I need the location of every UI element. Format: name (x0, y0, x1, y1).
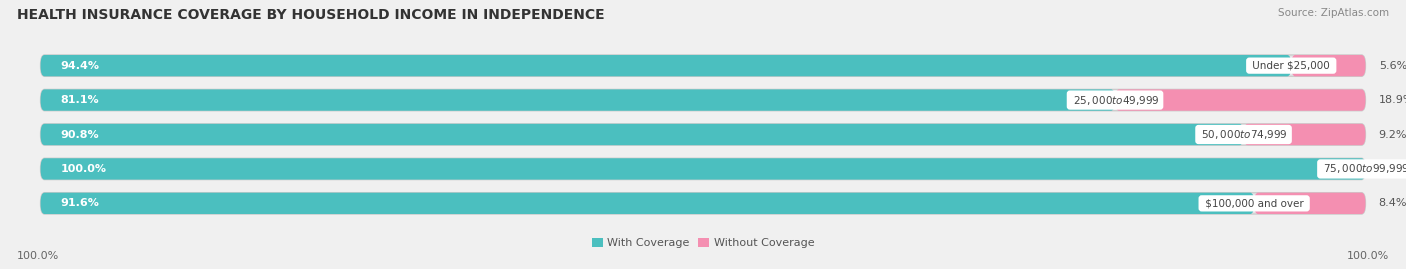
Text: 8.4%: 8.4% (1379, 198, 1406, 208)
Text: Under $25,000: Under $25,000 (1250, 61, 1333, 71)
Text: 90.8%: 90.8% (60, 129, 98, 140)
FancyBboxPatch shape (1291, 55, 1365, 76)
Text: HEALTH INSURANCE COVERAGE BY HOUSEHOLD INCOME IN INDEPENDENCE: HEALTH INSURANCE COVERAGE BY HOUSEHOLD I… (17, 8, 605, 22)
Text: 18.9%: 18.9% (1379, 95, 1406, 105)
FancyBboxPatch shape (41, 124, 1243, 145)
Text: $100,000 and over: $100,000 and over (1202, 198, 1306, 208)
Text: $25,000 to $49,999: $25,000 to $49,999 (1070, 94, 1160, 107)
FancyBboxPatch shape (1243, 124, 1365, 145)
FancyBboxPatch shape (41, 55, 1365, 76)
FancyBboxPatch shape (41, 193, 1254, 214)
Text: 100.0%: 100.0% (1347, 251, 1389, 261)
Text: $75,000 to $99,999: $75,000 to $99,999 (1320, 162, 1406, 175)
FancyBboxPatch shape (41, 124, 1365, 145)
Text: 91.6%: 91.6% (60, 198, 100, 208)
FancyBboxPatch shape (1115, 89, 1365, 111)
Text: 0.0%: 0.0% (1379, 164, 1406, 174)
FancyBboxPatch shape (41, 193, 1365, 214)
Legend: With Coverage, Without Coverage: With Coverage, Without Coverage (588, 234, 818, 253)
FancyBboxPatch shape (41, 89, 1115, 111)
FancyBboxPatch shape (41, 158, 1365, 180)
Text: 94.4%: 94.4% (60, 61, 100, 71)
FancyBboxPatch shape (41, 55, 1291, 76)
FancyBboxPatch shape (41, 89, 1365, 111)
FancyBboxPatch shape (41, 158, 1365, 180)
Text: 5.6%: 5.6% (1379, 61, 1406, 71)
Text: 9.2%: 9.2% (1379, 129, 1406, 140)
Text: 100.0%: 100.0% (60, 164, 107, 174)
Text: 100.0%: 100.0% (17, 251, 59, 261)
Text: $50,000 to $74,999: $50,000 to $74,999 (1198, 128, 1289, 141)
Text: Source: ZipAtlas.com: Source: ZipAtlas.com (1278, 8, 1389, 18)
FancyBboxPatch shape (1254, 193, 1365, 214)
Text: 81.1%: 81.1% (60, 95, 98, 105)
